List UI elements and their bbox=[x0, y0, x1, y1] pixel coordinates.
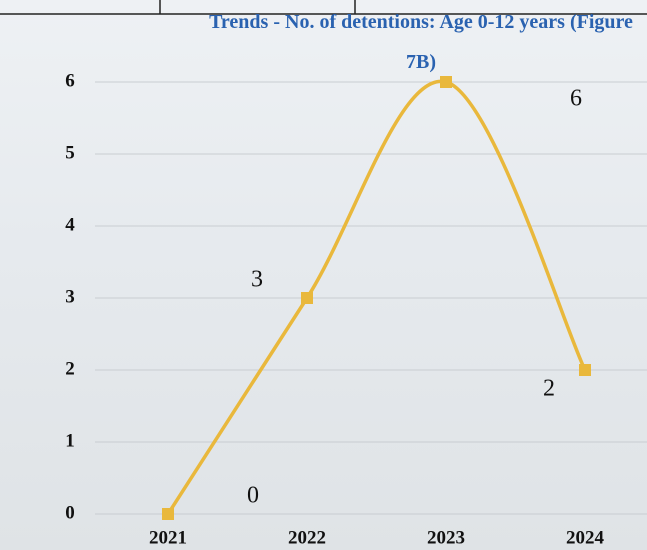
y-tick-label: 3 bbox=[65, 286, 75, 307]
value-label: 3 bbox=[251, 267, 263, 293]
y-tick-label: 2 bbox=[65, 358, 75, 379]
y-tick-label: 4 bbox=[65, 214, 75, 235]
x-tick-label: 2022 bbox=[288, 527, 326, 548]
x-tick-label: 2024 bbox=[566, 527, 605, 548]
value-label: 6 bbox=[570, 86, 582, 112]
marker bbox=[162, 508, 174, 520]
marker bbox=[301, 292, 313, 304]
value-label: 0 bbox=[247, 483, 259, 509]
y-tick-label: 0 bbox=[65, 502, 75, 523]
value-label: 2 bbox=[543, 376, 555, 402]
page: {"chart_data": {"type": "line", "title":… bbox=[0, 0, 647, 550]
x-tick-label: 2021 bbox=[149, 527, 187, 548]
y-tick-label: 5 bbox=[65, 142, 75, 163]
chart: 0 1 2 3 4 5 6 2021 2022 2023 2024 0 3 6 2 bbox=[0, 0, 647, 550]
chart-title: Trends - No. of detentions: Age 0-12 yea… bbox=[196, 2, 646, 82]
y-tick-label: 6 bbox=[65, 70, 75, 91]
y-tick-label: 1 bbox=[65, 430, 75, 451]
marker bbox=[579, 364, 591, 376]
x-tick-label: 2023 bbox=[427, 527, 465, 548]
